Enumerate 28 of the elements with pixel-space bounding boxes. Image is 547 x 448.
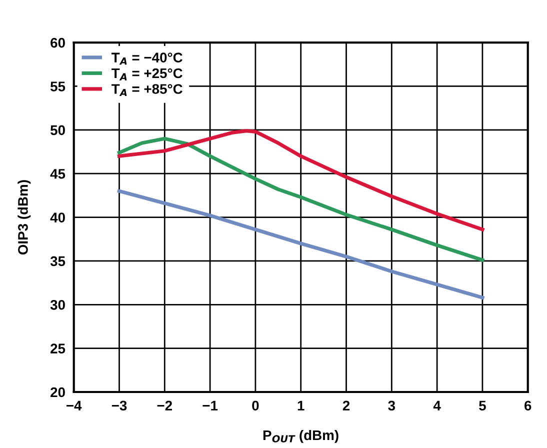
line-series <box>117 189 484 300</box>
x-tick-label: 5 <box>479 400 486 411</box>
x-tick-label: 0 <box>252 400 259 411</box>
y-tick-label: 40 <box>50 212 65 222</box>
y-tick-label: 60 <box>50 38 65 48</box>
x-tick-label: −2 <box>157 400 172 410</box>
x-axis-title: P$_{OUT}$ (dBm) <box>263 430 338 443</box>
line-series <box>117 136 484 262</box>
y-axis-title: OIP3 (dBm) <box>18 180 31 255</box>
line-series <box>117 128 484 232</box>
legend-label: T$_{A}$ = −40°C <box>112 52 182 65</box>
y-tick-label: 45 <box>50 169 66 179</box>
x-tick-label: 4 <box>433 400 441 410</box>
x-tick-label: −1 <box>202 400 218 410</box>
x-tick-label: 3 <box>388 400 396 411</box>
legend-label: T$_{A}$ = +25°C <box>112 68 182 80</box>
y-tick-label: 20 <box>50 387 65 398</box>
x-tick-label: 2 <box>342 400 350 410</box>
legend-label: T$_{A}$ = +85°C <box>112 84 182 96</box>
y-tick-label: 35 <box>50 256 66 266</box>
y-tick-label: 25 <box>50 344 66 354</box>
x-tick-label: 6 <box>524 400 532 411</box>
x-tick-label: −3 <box>112 400 127 411</box>
x-tick-label: 1 <box>298 400 304 410</box>
y-tick-label: 55 <box>50 82 66 92</box>
x-tick-label: −4 <box>66 400 82 410</box>
y-tick-label: 30 <box>50 300 65 310</box>
y-tick-label: 50 <box>50 125 65 136</box>
